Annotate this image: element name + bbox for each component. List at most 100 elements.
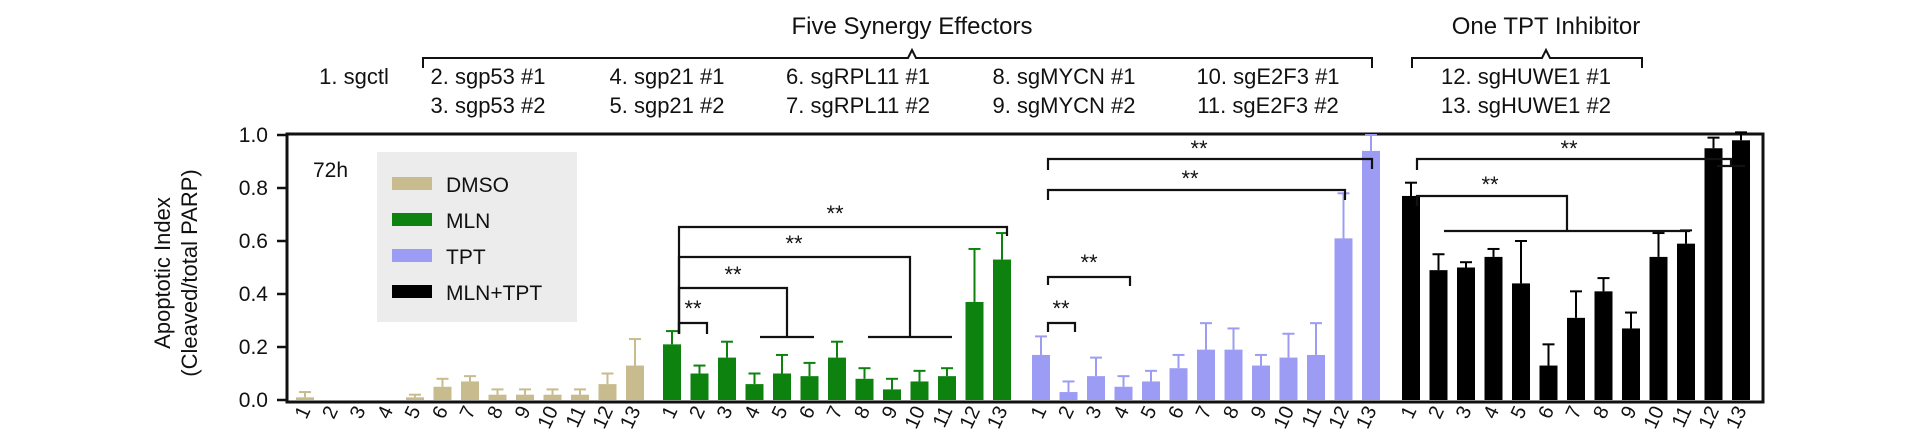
mln-bracket-1-vs-2 [677,321,709,334]
x-tick-label: 10 [1270,403,1299,432]
bar-mln-tpt-6 [1539,365,1558,400]
bar-mln-tpt-3 [1457,267,1475,400]
x-tick-label: 12 [589,403,618,432]
x-tick-label: 1 [658,403,683,422]
legend-label-mln: MLN [446,210,490,233]
bar-dmso-11 [571,394,589,400]
mln-sig-label-1: ** [684,296,702,321]
x-tick-label: 8 [1219,403,1244,422]
tpt-bracket-1-vs-4 [1046,275,1132,286]
x-tick-label: 12 [1325,403,1354,432]
bar-mln-tpt-9 [1622,328,1640,400]
bar-dmso-7 [461,381,479,400]
x-tick-label: 4 [373,403,398,422]
x-tick-label: 11 [562,403,591,431]
x-tick-label: 11 [929,403,958,431]
tpt-bracket-1-vs-12 [1046,188,1347,200]
bar-dmso-5 [406,397,424,400]
bar-mln-tpt-13 [1732,140,1750,401]
bar-dmso-12 [598,384,617,400]
key-3-top: 4. sgp21 #1 [610,64,725,89]
bar-mln-6 [800,376,819,400]
legend-swatch-mln-tpt [392,285,432,298]
x-tick-label: 5 [401,403,426,422]
bar-tpt-8 [1224,349,1243,400]
key-2-top: 2. sgp53 #1 [431,64,546,89]
tpt-significance-brackets [1046,157,1374,332]
x-tick-label: 6 [1534,403,1559,422]
y-tick-label: 0.4 [239,283,269,306]
x-tick-label: 9 [1247,403,1272,422]
tpt-sig-label-2: ** [1080,250,1098,275]
x-tick-label: 1 [1027,403,1052,422]
bar-mln-tpt-1 [1402,195,1420,400]
y-tick-label: 1.0 [239,124,268,147]
x-tick-label: 7 [1192,403,1217,422]
x-tick-label: 7 [1562,403,1587,422]
bar-mln-3 [718,357,736,400]
bar-tpt-3 [1087,376,1105,400]
key-4-bottom: 7. sgRPL11 #2 [786,93,930,118]
bar-tpt-2 [1059,392,1078,400]
bar-mln-tpt-2 [1429,270,1448,400]
bar-mln-tpt-5 [1512,283,1530,400]
bar-dmso-6 [433,386,452,400]
key-3-bottom: 5. sgp21 #2 [610,93,725,118]
x-tick-label: 3 [1082,403,1107,422]
mln-bracket-1-vs-4to7 [677,255,952,339]
bar-mln-11 [938,376,956,400]
combo-sig-label-1: ** [1481,172,1499,197]
tpt-sig-label-4: ** [1190,136,1208,161]
bar-mln-1 [663,344,681,400]
bar-mln-10 [910,381,929,400]
mln-sig-label-4: ** [826,201,844,226]
legend-swatch-dmso [392,177,432,190]
bar-mln-8 [855,378,874,400]
bar-tpt-4 [1114,386,1133,400]
key-6-top: 10. sgE2F3 #1 [1196,64,1339,89]
bar-tpt-6 [1169,368,1188,400]
bar-mln-9 [883,389,901,400]
tpt-bracket-1-vs-2 [1046,321,1077,332]
tpt-sig-label-1: ** [1052,296,1070,321]
mln-sig-label-2: ** [724,262,742,287]
bar-mln-2 [690,373,709,400]
bar-tpt-9 [1252,365,1270,400]
x-tick-label: 2 [685,403,710,422]
x-tick-label: 9 [1617,403,1642,422]
x-tick-label: 9 [878,403,903,422]
y-tick-label: 0.8 [239,177,268,200]
tpt-bracket-1-vs-13 [1046,157,1374,170]
mln-significance-labels: ** ** ** ** [684,201,844,321]
x-tick-label: 3 [346,403,371,422]
x-tick-label: 1 [1397,403,1422,422]
combo-significance-labels: ** ** [1481,136,1578,197]
y-tick-label: 0.2 [239,336,268,359]
key-1-top: 1. sgctl [319,64,389,89]
bar-tpt-5 [1142,381,1160,400]
x-tick-label: 10 [901,403,930,432]
bar-mln-12 [965,301,984,400]
key-7-bottom: 13. sgHUWE1 #2 [1441,93,1611,118]
mln-sig-label-3: ** [785,231,803,256]
combo-bracket-1-vs-12-13 [1415,157,1745,170]
x-tick-label: 2 [1424,403,1449,422]
x-tick-label: 13 [616,403,645,432]
inhibitor-group-brace [1411,47,1643,68]
bar-mln-tpt-11 [1677,243,1695,400]
x-tick-label: 9 [511,403,536,422]
bar-tpt-11 [1307,354,1325,400]
x-tick-label: 12 [1695,403,1724,432]
bars-layer [296,131,1750,401]
bar-mln-tpt-4 [1484,256,1503,400]
x-tick-label: 11 [1298,403,1327,431]
key-4-top: 6. sgRPL11 #1 [786,64,930,89]
legend-swatch-mln [392,213,432,226]
bar-mln-4 [745,384,764,400]
x-tick-label: 6 [1164,403,1189,422]
x-tick-label: 6 [795,403,820,422]
bar-mln-tpt-10 [1649,256,1668,400]
bar-tpt-13 [1362,150,1380,400]
x-tick-label: 4 [740,403,765,422]
